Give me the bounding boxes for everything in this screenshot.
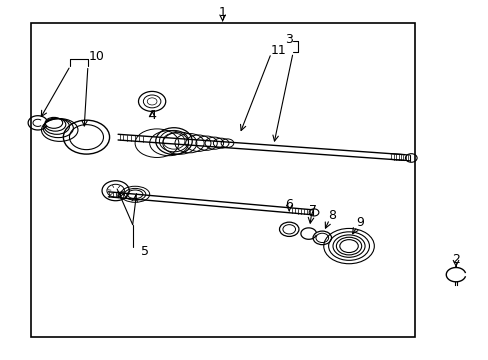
Text: 9: 9 [356,216,364,229]
Text: 1: 1 [218,6,226,19]
Text: 4: 4 [148,109,156,122]
Text: 7: 7 [308,203,316,216]
Text: 11: 11 [270,44,286,57]
Text: 6: 6 [285,198,293,211]
Bar [30,23,414,337]
Text: 3: 3 [285,33,293,46]
Text: 10: 10 [88,50,104,63]
Text: 5: 5 [141,245,148,258]
Text: 2: 2 [451,253,459,266]
Text: 8: 8 [327,209,335,222]
